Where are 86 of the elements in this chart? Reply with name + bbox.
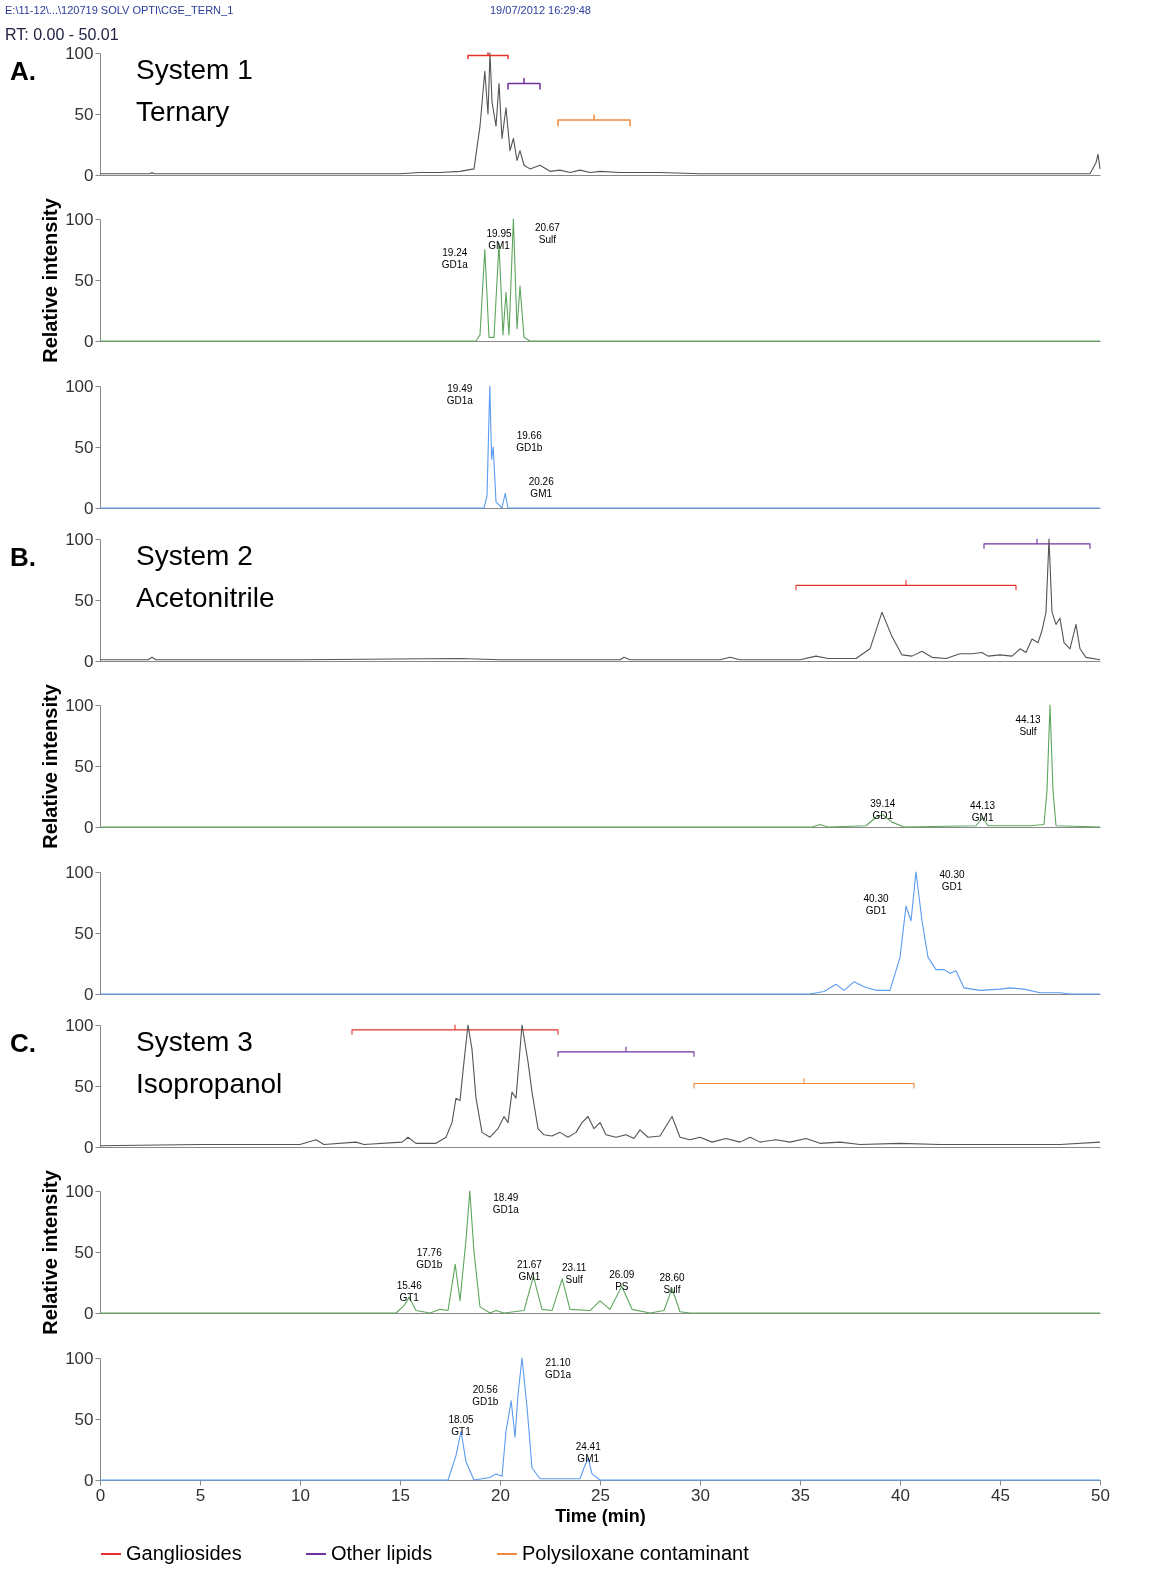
annotation: 19.95 GM1	[486, 228, 512, 252]
y-tick-label: 50	[74, 437, 94, 457]
text: E:\11-12\...\120719 SOLV OPTI\CGE_TERN_1	[5, 4, 234, 16]
x-tick-label: 35	[791, 1485, 810, 1505]
y-tick-label: 50	[74, 590, 94, 610]
annotation: 18.49 GD1a	[492, 1192, 520, 1215]
annotation: 20.26 GM1	[528, 476, 555, 500]
annotation: 39.14 GD1	[870, 797, 896, 821]
annotation: System 3	[136, 1026, 253, 1057]
x-tick-label: 40	[891, 1485, 910, 1505]
line-series	[99, 871, 1101, 995]
annotation: System 1	[136, 54, 253, 85]
y-tick-label: 0	[84, 1470, 94, 1490]
text: B.	[10, 542, 36, 572]
line-series	[99, 538, 1101, 661]
annotation: Isopropanol	[136, 1068, 283, 1099]
annotation: 24.41 GM1	[575, 1441, 602, 1465]
line-series	[99, 1024, 1101, 1147]
annotation: 21.67 GM1	[516, 1259, 543, 1283]
y-tick-label: 100	[65, 1348, 94, 1368]
y-tick-label: 50	[74, 104, 94, 124]
y-tick-label: 0	[84, 498, 94, 518]
x-tick-label: 30	[691, 1485, 710, 1505]
y-axis-title: Relative intensity	[39, 1169, 62, 1335]
y-tick-label: 0	[84, 651, 94, 671]
text: RT: 0.00 - 50.01	[5, 26, 119, 43]
line-series	[99, 1190, 1101, 1314]
y-tick-label: 0	[84, 984, 94, 1004]
x-tick-label: 10	[291, 1485, 310, 1505]
x-tick-label: 45	[991, 1485, 1010, 1505]
y-tick-label: 100	[65, 1015, 94, 1035]
y-tick-label: 50	[74, 1242, 94, 1262]
annotation: 20.67 Sulf	[534, 222, 561, 245]
annotation: System 2	[136, 540, 253, 571]
y-tick-label: 0	[84, 1303, 94, 1323]
line-series	[99, 385, 1101, 509]
y-axis-title: Relative intensity	[39, 683, 62, 849]
y-tick-label: 50	[74, 1409, 94, 1429]
y-axis-title: Relative intensity	[39, 197, 62, 363]
text: A.	[10, 56, 36, 86]
annotation: Acetonitrile	[136, 582, 275, 613]
x-tick-label: 50	[1091, 1485, 1110, 1505]
line-series	[99, 52, 1101, 175]
annotation: 19.24 GD1a	[441, 246, 469, 270]
y-tick-label: 100	[65, 862, 94, 882]
x-axis-title: Time (min)	[555, 1505, 646, 1526]
legend-label: Gangliosides	[126, 1542, 242, 1564]
y-tick-label: 0	[84, 331, 94, 351]
line-series	[99, 218, 1101, 342]
annotation: 20.56 GD1b	[472, 1383, 499, 1407]
annotation: 40.30 GD1	[863, 893, 889, 917]
y-tick-label: 50	[74, 756, 94, 776]
y-tick-label: 50	[74, 923, 94, 943]
text: C.	[10, 1028, 36, 1058]
annotation: 44.13 GM1	[970, 800, 996, 824]
legend-label: Other lipids	[331, 1542, 433, 1564]
annotation: 19.66 GD1b	[516, 430, 543, 453]
y-tick-label: 0	[84, 165, 94, 185]
y-tick-label: 50	[74, 1076, 94, 1096]
line-series	[99, 704, 1101, 828]
annotation: 18.05 GT1	[448, 1414, 474, 1438]
annotation: 26.09 PS	[609, 1269, 635, 1293]
legend-label: Polysiloxane contaminant	[522, 1542, 750, 1564]
x-tick-label: 25	[591, 1485, 610, 1505]
x-tick-label: 20	[491, 1485, 510, 1505]
annotation: 17.76 GD1b	[416, 1247, 443, 1271]
annotation: 40.30 GD1	[939, 869, 965, 892]
y-tick-label: 100	[65, 376, 94, 396]
annotation: 15.46 GT1	[396, 1280, 423, 1304]
x-tick-label: 5	[195, 1485, 206, 1505]
y-tick-label: 50	[74, 270, 94, 290]
y-tick-label: 100	[65, 43, 94, 63]
text: 19/07/2012 16:29:48	[490, 4, 591, 16]
y-tick-label: 100	[65, 529, 94, 549]
annotation: 21.10 GD1a	[544, 1357, 572, 1380]
y-tick-label: 100	[65, 1181, 94, 1201]
annotation: 28.60 Sulf	[659, 1271, 685, 1295]
annotation: 23.11 Sulf	[562, 1261, 587, 1285]
annotation: 19.49 GD1a	[446, 383, 474, 406]
y-tick-label: 0	[84, 817, 94, 837]
annotation: 44.13 Sulf	[1015, 714, 1041, 737]
y-tick-label: 100	[65, 209, 94, 229]
annotation: Ternary	[136, 96, 230, 127]
x-tick-label: 15	[391, 1485, 410, 1505]
y-tick-label: 0	[84, 1137, 94, 1157]
y-tick-label: 100	[65, 695, 94, 715]
